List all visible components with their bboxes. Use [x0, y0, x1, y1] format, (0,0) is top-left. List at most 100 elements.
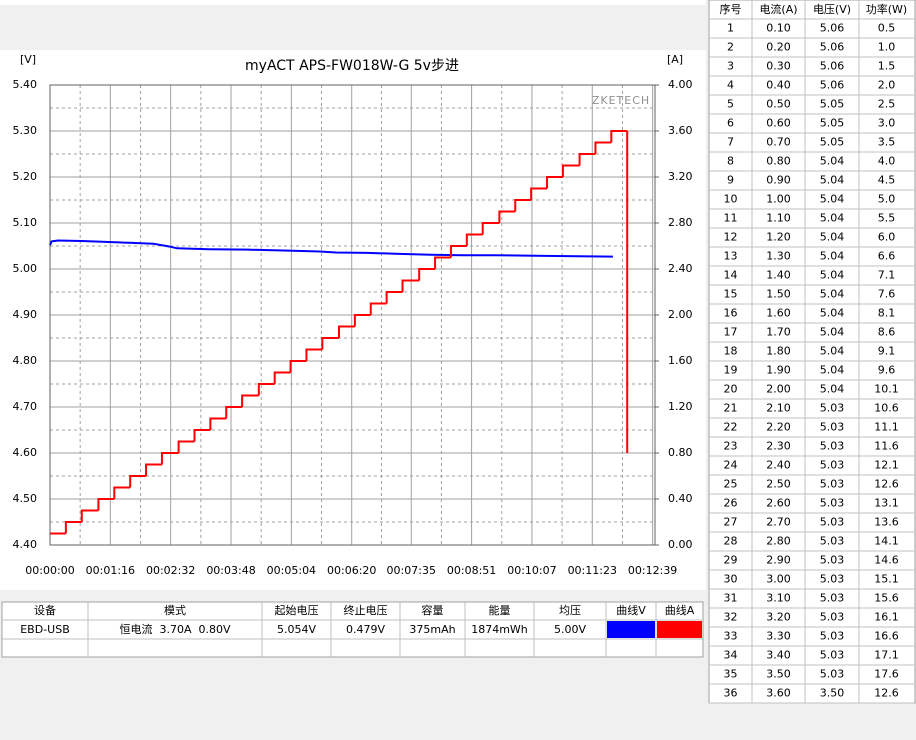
readings-cell: 3.5: [878, 136, 896, 149]
current-step: [449, 245, 467, 258]
y2-tick-label: 2.80: [668, 216, 693, 229]
x-tick-label: 00:05:04: [267, 564, 316, 577]
current-step: [434, 256, 451, 269]
readings-cell: 5.03: [820, 573, 845, 586]
y-tick-label: 5.30: [13, 124, 38, 137]
summary-cell: EBD-USB: [20, 623, 70, 636]
readings-cell: 14: [724, 269, 738, 282]
current-step: [193, 429, 211, 442]
summary-cell: 恒电流 3.70A 0.80V: [119, 622, 230, 636]
readings-cell: 17.6: [874, 668, 899, 681]
readings-cell: 21: [724, 402, 738, 415]
readings-cell: 3.50: [820, 687, 845, 700]
readings-cell: 19: [724, 364, 738, 377]
readings-cell: 0.50: [766, 98, 791, 111]
current-step: [498, 210, 516, 223]
readings-cell: 22: [724, 421, 738, 434]
summary-panel: [1, 601, 704, 658]
readings-cell: 9: [727, 174, 734, 187]
y2-tick-label: 0.00: [668, 538, 693, 551]
readings-cell: 2.50: [766, 478, 791, 491]
y2-axis-label: [A]: [667, 53, 683, 66]
readings-cell: 15.6: [874, 592, 899, 605]
y-tick-label: 4.90: [13, 308, 38, 321]
readings-cell: 3: [727, 60, 734, 73]
readings-cell: 13: [724, 250, 738, 263]
current-step: [385, 291, 403, 304]
readings-cell: 5.04: [820, 250, 845, 263]
readings-cell: 0.90: [766, 174, 791, 187]
readings-header: 电流(A): [759, 2, 797, 16]
chart-title: myACT APS-FW018W-G 5v步进: [245, 58, 459, 74]
readings-cell: 5.04: [820, 212, 845, 225]
readings-cell: 2.60: [766, 497, 791, 510]
x-tick-label: 00:10:07: [507, 564, 556, 577]
readings-cell: 4: [727, 79, 734, 92]
readings-cell: 5.04: [820, 193, 845, 206]
readings-cell: 5.0: [878, 193, 896, 206]
x-tick-label: 00:11:23: [568, 564, 617, 577]
y2-tick-label: 3.60: [668, 124, 693, 137]
y-tick-label: 4.70: [13, 400, 38, 413]
readings-cell: 29: [724, 554, 738, 567]
readings-cell: 5.03: [820, 516, 845, 529]
current-step: [561, 164, 580, 177]
readings-cell: 5.03: [820, 554, 845, 567]
current-step: [177, 440, 195, 453]
readings-cell: 10.6: [874, 402, 899, 415]
y-tick-label: 5.10: [13, 216, 38, 229]
readings-cell: 35: [724, 668, 738, 681]
x-tick-label: 00:02:32: [146, 564, 195, 577]
readings-cell: 11: [724, 212, 738, 225]
readings-header: 序号: [720, 2, 742, 16]
readings-cell: 3.40: [766, 649, 791, 662]
readings-cell: 33: [724, 630, 738, 643]
readings-cell: 6: [727, 117, 734, 130]
current-step: [369, 302, 387, 315]
readings-cell: 2.80: [766, 535, 791, 548]
summary-cell: 5.00V: [554, 623, 586, 636]
readings-cell: 5.05: [820, 117, 845, 130]
current-step: [289, 360, 307, 373]
summary-cell: 0.479V: [346, 623, 385, 636]
readings-cell: 2.5: [878, 98, 896, 111]
current-step: [257, 383, 275, 396]
readings-cell: 3.0: [878, 117, 896, 130]
readings-cell: 8.6: [878, 326, 896, 339]
readings-cell: 5.03: [820, 649, 845, 662]
readings-cell: 10.1: [874, 383, 899, 396]
readings-cell: 31: [724, 592, 738, 605]
y2-tick-label: 1.20: [668, 400, 693, 413]
readings-cell: 3.20: [766, 611, 791, 624]
summary-header: 设备: [34, 603, 56, 617]
current-step: [160, 452, 179, 465]
readings-cell: 5.04: [820, 307, 845, 320]
readings-cell: 5.03: [820, 592, 845, 605]
y2-tick-label: 2.00: [668, 308, 693, 321]
current-step: [546, 176, 563, 189]
summary-cell: 5.054V: [277, 623, 316, 636]
readings-cell: 5.03: [820, 535, 845, 548]
readings-cell: 14.1: [874, 535, 899, 548]
readings-cell: 4.0: [878, 155, 896, 168]
readings-cell: 4.5: [878, 174, 896, 187]
readings-cell: 7: [727, 136, 734, 149]
watermark: ZKETECH: [592, 94, 650, 107]
readings-header: 电压(V): [813, 3, 851, 16]
readings-cell: 7.1: [878, 269, 896, 282]
curve-color-swatch: [657, 621, 702, 638]
current-step: [610, 130, 628, 143]
readings-cell: 20: [724, 383, 738, 396]
readings-cell: 2.40: [766, 459, 791, 472]
current-step: [594, 141, 612, 154]
readings-cell: 0.30: [766, 60, 791, 73]
current-step: [113, 486, 131, 499]
readings-cell: 6.6: [878, 250, 896, 263]
readings-cell: 11.1: [874, 421, 899, 434]
readings-cell: 1.10: [766, 212, 791, 225]
readings-cell: 17: [724, 326, 738, 339]
y2-tick-label: 0.40: [668, 492, 693, 505]
readings-cell: 8: [727, 155, 734, 168]
readings-cell: 0.5: [878, 22, 896, 35]
